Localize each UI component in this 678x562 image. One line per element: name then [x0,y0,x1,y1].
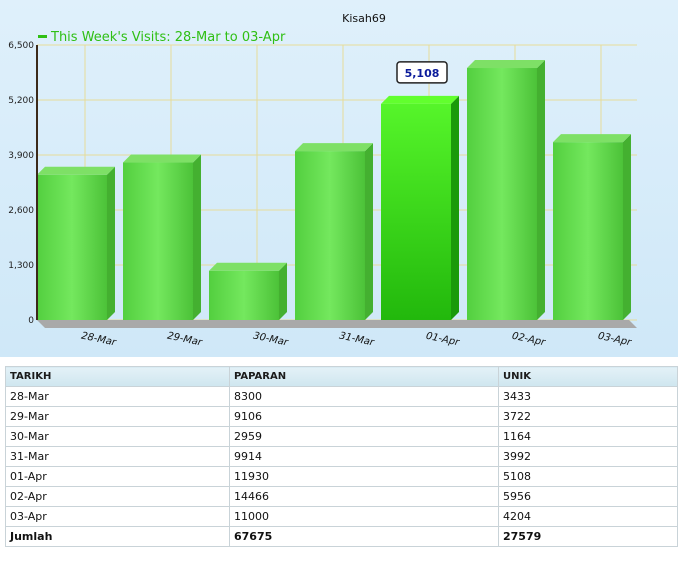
cell-unik: 3722 [498,406,678,427]
bar-01-Apr [381,95,459,321]
bar-side [537,60,545,321]
bar [381,103,451,321]
table-row: 03-Apr 11000 4204 [5,506,678,527]
cell-date: 29-Mar [5,406,230,427]
bar-28-Mar [37,166,115,320]
cell-paparan: 14466 [229,486,499,507]
cell-date: 31-Mar [5,446,230,467]
table-row: 31-Mar 9914 3992 [5,446,678,467]
x-tick-label: 29-Mar [166,331,204,349]
bar-top [209,262,287,271]
bar [123,162,193,320]
x-tick-label: 03-Apr [597,331,633,349]
bar-top [381,95,459,104]
chart-legend: This Week's Visits: 28-Mar to 03-Apr [38,30,286,45]
total-unik: 27579 [498,526,678,547]
bar-02-Apr [467,60,545,321]
bar-31-Mar [295,143,373,320]
cell-paparan: 8300 [229,386,499,407]
cell-paparan: 11000 [229,506,499,527]
cell-unik: 3433 [498,386,678,407]
cell-unik: 5956 [498,486,678,507]
bar [209,270,279,320]
table-row: 29-Mar 9106 3722 [5,406,678,427]
legend-label: This Week's Visits: 28-Mar to 03-Apr [50,30,286,45]
chart-title: Kisah69 [342,12,386,25]
cell-date: 30-Mar [5,426,230,447]
cell-paparan: 9106 [229,406,499,427]
bars [37,60,631,321]
bar-top [467,60,545,69]
y-tick-label: 0 [28,316,34,326]
callout-value: 5,108 [405,67,440,80]
y-tick-label: 3,900 [8,151,34,161]
table-row: 30-Mar 2959 1164 [5,426,678,447]
bar-top [553,134,631,143]
bar-side [451,95,459,321]
table-body: 28-Mar 8300 3433 29-Mar 9106 3722 30-Mar 2959 11… [5,386,678,547]
table-total-row: Jumlah 67675 27579 [5,526,678,547]
table-row: 28-Mar 8300 3433 [5,386,678,407]
cell-date: 28-Mar [5,386,230,407]
y-tick-label: 2,600 [8,206,34,216]
bar-side [107,166,115,320]
bar-side [279,262,287,320]
chart-panel: Kisah69 This Week's Visits: 28-Mar to 03… [0,0,678,357]
header-tarikh: TARIKH [5,366,230,387]
x-tick-label: 31-Mar [338,331,376,349]
total-paparan: 67675 [229,526,499,547]
bar-top [123,154,201,163]
bar-03-Apr [553,134,631,320]
chart-floor [37,320,637,328]
y-tick-label: 6,500 [8,41,34,51]
total-label: Jumlah [5,526,230,547]
x-tick-label: 02-Apr [511,331,547,349]
cell-unik: 3992 [498,446,678,467]
table-row: 02-Apr 14466 5956 [5,486,678,507]
cell-date: 02-Apr [5,486,230,507]
cell-unik: 4204 [498,506,678,527]
visits-bar-chart: Kisah69 This Week's Visits: 28-Mar to 03… [8,12,637,349]
cell-paparan: 9914 [229,446,499,467]
bar-side [365,143,373,320]
table-header-row: TARIKH PAPARAN UNIK [5,366,678,387]
x-tick-label: 28-Mar [80,331,118,349]
cell-date: 03-Apr [5,506,230,527]
cell-unik: 5108 [498,466,678,487]
bar-30-Mar [209,262,287,320]
legend-swatch [38,35,47,38]
bar-side [193,154,201,320]
header-paparan: PAPARAN [229,366,499,387]
x-tick-label: 30-Mar [252,331,290,349]
cell-date: 01-Apr [5,466,230,487]
bar-29-Mar [123,154,201,320]
bar [295,151,365,320]
bar [467,68,537,320]
callout-box [396,61,448,84]
table-row: 01-Apr 11930 5108 [5,466,678,487]
value-callout: 5,108 [396,61,448,84]
bar-top [295,143,373,152]
bar-side [623,134,631,320]
cell-paparan: 11930 [229,466,499,487]
y-tick-label: 1,300 [8,261,34,271]
bar [553,142,623,320]
cell-paparan: 2959 [229,426,499,447]
x-tick-label: 01-Apr [425,331,461,349]
bar [37,174,107,320]
bar-top [37,166,115,175]
visits-table: TARIKH PAPARAN UNIK 28-Mar 8300 3433 29-Mar… [5,366,678,547]
y-tick-label: 5,200 [8,96,34,106]
cell-unik: 1164 [498,426,678,447]
header-unik: UNIK [498,366,678,387]
